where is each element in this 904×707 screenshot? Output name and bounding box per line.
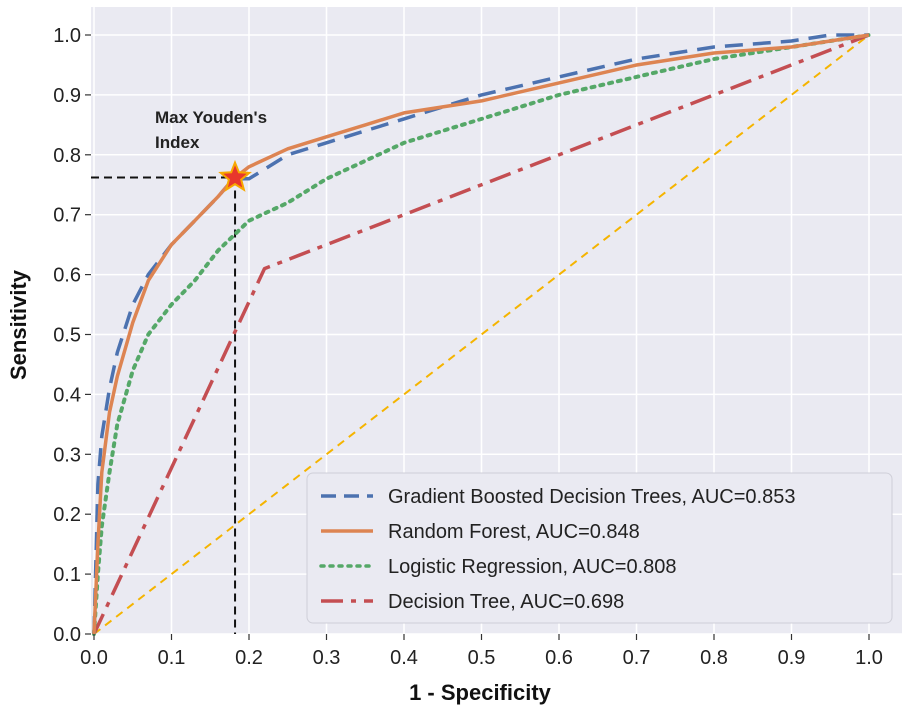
y-tick-label: 0.6 bbox=[53, 265, 81, 287]
y-tick-label: 0.3 bbox=[53, 444, 81, 466]
x-tick-label: 0.2 bbox=[235, 647, 263, 669]
y-tick-label: 0.1 bbox=[53, 564, 81, 586]
x-tick-label: 0.9 bbox=[778, 647, 806, 669]
series-line-1 bbox=[92, 33, 870, 635]
youden-guide-lines bbox=[91, 176, 237, 634]
x-tick-label: 0.0 bbox=[80, 647, 108, 669]
annotation-line-2: Index bbox=[155, 133, 200, 152]
y-tick-label: 0.0 bbox=[53, 624, 81, 646]
roc-curves bbox=[92, 33, 871, 636]
x-tick-label: 0.3 bbox=[313, 647, 341, 669]
y-tick-label: 0.4 bbox=[53, 384, 81, 406]
series-line-0 bbox=[92, 33, 869, 635]
x-tick-label: 0.7 bbox=[623, 647, 651, 669]
legend-label: Gradient Boosted Decision Trees, AUC=0.8… bbox=[388, 486, 795, 508]
y-axis-title: Sensitivity bbox=[6, 269, 31, 380]
legend-box bbox=[306, 472, 893, 624]
youden-star-marker bbox=[218, 159, 252, 192]
y-tick-label: 0.7 bbox=[53, 205, 81, 227]
reference-line bbox=[93, 34, 870, 635]
x-tick-label: 0.5 bbox=[468, 647, 496, 669]
y-tick-label: 0.5 bbox=[53, 325, 81, 347]
y-tick-label: 1.0 bbox=[53, 25, 81, 47]
x-tick-labels: 0.0 0.1 0.2 0.3 0.4 0.5 0.6 0.7 0.8 0.9 1.0 bbox=[80, 634, 883, 669]
x-tick-label: 0.6 bbox=[545, 647, 573, 669]
x-axis-title: 1 - Specificity bbox=[409, 680, 552, 705]
legend: Gradient Boosted Decision Trees, AUC=0.8… bbox=[306, 472, 893, 624]
x-tick-label: 1.0 bbox=[855, 647, 883, 669]
y-tick-label: 0.2 bbox=[53, 504, 81, 526]
legend-label: Random Forest, AUC=0.848 bbox=[388, 521, 640, 543]
x-tick-label: 0.1 bbox=[158, 647, 186, 669]
series-line-3 bbox=[92, 33, 870, 635]
y-tick-label: 0.8 bbox=[53, 145, 81, 167]
legend-label: Logistic Regression, AUC=0.808 bbox=[388, 556, 677, 578]
y-tick-labels: 0.0 0.1 0.2 0.3 0.4 0.5 0.6 0.7 0.8 0.9 1.0 bbox=[53, 25, 91, 646]
legend-label: Decision Tree, AUC=0.698 bbox=[388, 591, 624, 613]
youden-marker bbox=[218, 159, 252, 192]
reference-diagonal-line bbox=[93, 34, 870, 635]
annotation-line-1: Max Youden's bbox=[155, 108, 267, 127]
series-line-2 bbox=[92, 33, 871, 636]
x-tick-label: 0.4 bbox=[390, 647, 418, 669]
x-tick-label: 0.8 bbox=[700, 647, 728, 669]
y-tick-label: 0.9 bbox=[53, 85, 81, 107]
